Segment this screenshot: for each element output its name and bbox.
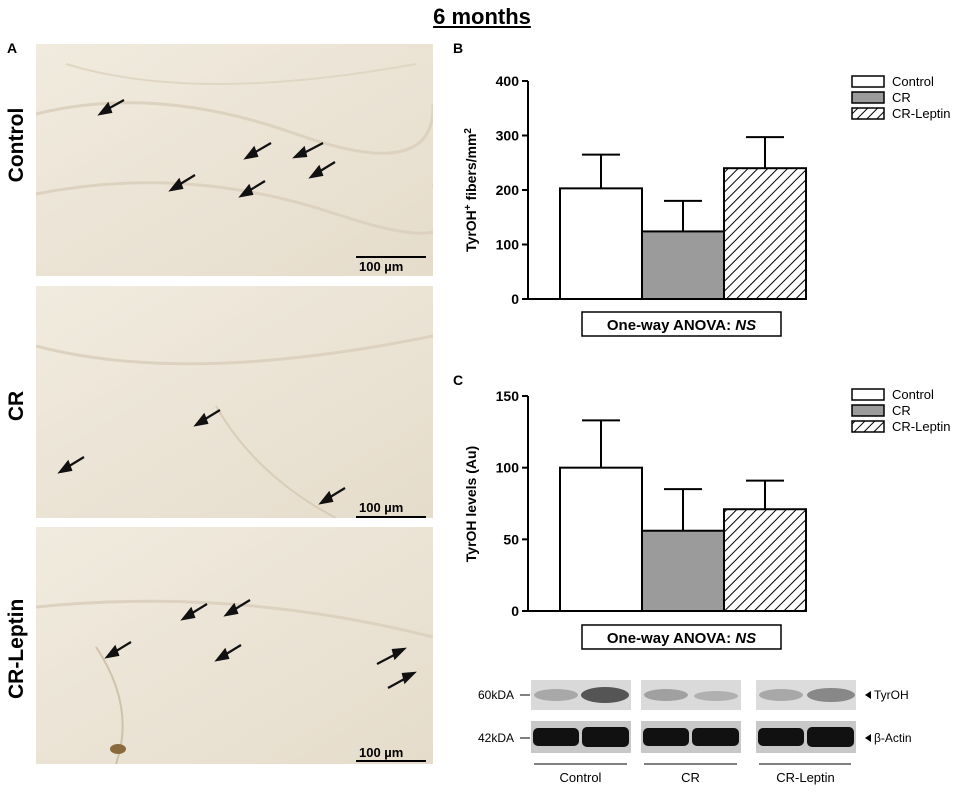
micrograph-cr-image [36, 286, 433, 518]
chart-b-legend-swatch [851, 107, 885, 120]
blot-marker-42: 42kDA [478, 731, 515, 745]
chart-c-ytick-label: 0 [511, 603, 519, 619]
micrograph-control [36, 44, 433, 276]
chart-c-legend-swatch [851, 388, 885, 401]
row-label-control: Control [5, 107, 28, 183]
chart-c-legend-label: CR [892, 403, 911, 418]
chart-b-legend-swatch [851, 75, 885, 88]
chart-c-bar-cr [641, 529, 725, 613]
chart-c-stat-text: One-way ANOVA: NS [607, 630, 756, 647]
chart-c-legend-swatch [851, 404, 885, 417]
chart-c-ytick-label: 150 [496, 388, 520, 404]
chart-b-stat-text: One-way ANOVA: NS [607, 317, 756, 334]
chart-c-bar-cr-leptin [723, 508, 807, 613]
blot-band-label-tyroh: TyrOH [874, 688, 909, 702]
panel-c-letter: C [453, 372, 464, 388]
arrow-markers [104, 599, 417, 689]
panel-b-letter: B [453, 40, 464, 56]
blot-group-control: Control [559, 770, 602, 785]
blot-band-label-actin: β-Actin [874, 731, 912, 745]
micrograph-cr [36, 286, 433, 518]
row-label-cr: CR [5, 390, 28, 422]
chart-b-legend-label: CR [892, 90, 911, 105]
chart-b-bar-cr-leptin [723, 167, 807, 300]
blot-row-actin [531, 721, 856, 753]
scale-bar-cr: 100 µm [359, 500, 404, 515]
arrow-markers [97, 99, 336, 198]
chart-c-legend-label: CR-Leptin [892, 419, 951, 434]
chart-c-ytick-label: 100 [496, 460, 520, 476]
chart-c-legend-label: Control [892, 387, 934, 402]
chart-c-bar-control [559, 466, 643, 612]
chart-b-ytick-label: 300 [496, 128, 520, 144]
chart-b-ytick-label: 100 [496, 237, 520, 253]
chart-c-legend-swatch [851, 420, 885, 433]
chart-b-bar-control [559, 187, 643, 301]
chart-b-legend-label: CR-Leptin [892, 106, 951, 121]
panel-a-letter: A [7, 40, 18, 56]
chart-b-legend-label: Control [892, 74, 934, 89]
chart-c-ylabel: TyrOH levels (Au) [463, 446, 479, 562]
chart-b-ytick-label: 400 [496, 73, 520, 89]
chart-c-stat-box [581, 624, 782, 650]
figure-title: 6 months [433, 4, 531, 29]
chart-b-legend-swatch [851, 91, 885, 104]
row-label-cr-leptin: CR-Leptin [5, 598, 28, 699]
chart-b-ylabel: TyrOH+ fibers/mm2 [463, 128, 480, 252]
chart-c-ytick-label: 50 [503, 531, 519, 547]
blot-row-tyroh [531, 680, 856, 710]
chart-b-ytick-label: 0 [511, 291, 519, 307]
blot-group-cr: CR [681, 770, 700, 785]
chart-b-bar-cr [641, 230, 725, 300]
scale-bar-cr-leptin: 100 µm [359, 745, 404, 760]
blot-marker-60: 60kDA [478, 688, 515, 702]
scale-bar-control: 100 µm [359, 259, 404, 274]
arrow-markers [57, 409, 346, 505]
micrograph-control-image [36, 44, 433, 276]
chart-b-ytick-label: 200 [496, 182, 520, 198]
western-blot [520, 680, 871, 765]
micrograph-cr-leptin [36, 527, 433, 764]
micrograph-cr-leptin-image [36, 527, 433, 764]
blot-group-cr-leptin: CR-Leptin [776, 770, 835, 785]
chart-b-stat-box [581, 311, 782, 337]
